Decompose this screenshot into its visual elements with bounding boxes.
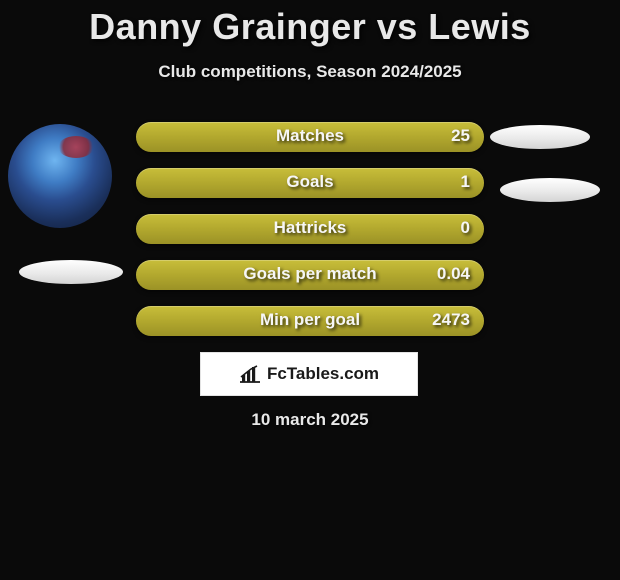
- stat-row-matches: Matches 25: [136, 122, 484, 152]
- player-name-pill-right-2: [500, 178, 600, 202]
- player-avatar-left: [8, 124, 112, 228]
- stat-value: 25: [451, 126, 470, 146]
- stat-label: Goals per match: [136, 264, 484, 284]
- stat-value: 0.04: [437, 264, 470, 284]
- fctables-badge[interactable]: FcTables.com: [200, 352, 418, 396]
- stat-value: 1: [461, 172, 470, 192]
- date-label: 10 march 2025: [0, 410, 620, 430]
- stat-label: Goals: [136, 172, 484, 192]
- player-name-pill-right-1: [490, 125, 590, 149]
- stat-row-goals: Goals 1: [136, 168, 484, 198]
- stat-label: Hattricks: [136, 218, 484, 238]
- stat-value: 2473: [432, 310, 470, 330]
- stat-row-hattricks: Hattricks 0: [136, 214, 484, 244]
- stat-value: 0: [461, 218, 470, 238]
- stats-panel: Matches 25 Goals 1 Hattricks 0 Goals per…: [136, 122, 484, 352]
- badge-text: FcTables.com: [267, 364, 379, 384]
- stat-row-goals-per-match: Goals per match 0.04: [136, 260, 484, 290]
- stat-row-min-per-goal: Min per goal 2473: [136, 306, 484, 336]
- bar-chart-icon: [239, 365, 261, 383]
- stat-label: Matches: [136, 126, 484, 146]
- subtitle: Club competitions, Season 2024/2025: [0, 62, 620, 82]
- page-title: Danny Grainger vs Lewis: [0, 0, 620, 48]
- player-name-pill-left: [19, 260, 123, 284]
